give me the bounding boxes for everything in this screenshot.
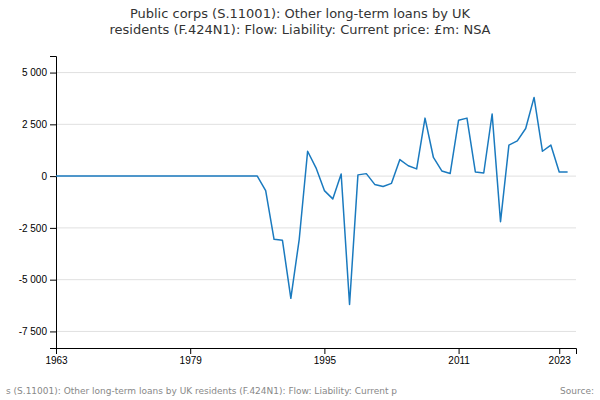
x-tick: 1963 [45, 348, 68, 366]
title: Public corps (S.11001): Other long-term … [109, 6, 490, 37]
title-line: Public corps (S.11001): Other long-term … [130, 6, 471, 21]
x-tick: 2023 [549, 348, 572, 366]
x-tick-label: 1995 [314, 355, 337, 366]
grid-line [56, 124, 576, 125]
y-tick: -7 500 [19, 326, 56, 337]
y-tick-mark [50, 73, 56, 74]
y-axis-line [50, 57, 57, 349]
x-tick: 1979 [180, 348, 203, 366]
y-tick-label: 0 [41, 171, 47, 182]
x-tick: 1995 [314, 348, 337, 366]
title-line: residents (F.424N1): Flow: Liability: Cu… [109, 22, 490, 37]
x-tick-mark [56, 348, 57, 354]
y-tick-mark [50, 280, 56, 281]
y-tick-mark [50, 228, 56, 229]
y-tick-label: -2 500 [19, 223, 48, 234]
x-tick-mark [190, 348, 191, 354]
y-tick: -5 000 [19, 274, 56, 285]
x-tick-label: 1963 [45, 355, 68, 366]
y-axis: 5 000 2 500 0 -2 500 -5 000 -7 500 [19, 57, 57, 349]
x-tick-mark [459, 348, 460, 354]
grid-line [56, 279, 576, 280]
y-tick-label: -7 500 [19, 326, 48, 337]
y-tick-mark [50, 331, 56, 332]
y-tick-mark [50, 176, 56, 177]
y-tick: 5 000 [22, 67, 56, 78]
x-tick-label: 2011 [448, 355, 470, 366]
grid-line [56, 227, 576, 228]
annotation: s (S.11001): Other long-term loans by UK… [6, 386, 397, 396]
y-tick-label: 2 500 [22, 119, 47, 130]
x-tick-label: 2023 [549, 355, 572, 366]
y-tick: -2 500 [19, 223, 56, 234]
line [56, 97, 568, 304]
plot-area [56, 97, 568, 304]
grid-line [56, 331, 576, 332]
x-tick-mark [559, 348, 560, 354]
y-tick-label: 5 000 [22, 67, 47, 78]
grid [56, 73, 576, 332]
x-tick: 2011 [448, 348, 470, 366]
x-axis-line [57, 349, 577, 355]
y-tick-mark [50, 124, 56, 125]
y-tick-label: -5 000 [19, 274, 48, 285]
chart-container: 5 000 2 500 0 -2 500 -5 000 -7 500 1963 1979 199… [0, 0, 600, 400]
x-axis: 1963 1979 1995 2011 2023 [45, 348, 576, 366]
grid-line [56, 72, 576, 73]
annotation: Source: [560, 386, 594, 396]
x-tick-mark [324, 348, 325, 354]
x-tick-label: 1979 [180, 355, 203, 366]
y-tick: 0 [41, 171, 56, 182]
y-tick: 2 500 [22, 119, 56, 130]
chart: 5 000 2 500 0 -2 500 -5 000 -7 500 1963 1979 199… [0, 0, 600, 400]
